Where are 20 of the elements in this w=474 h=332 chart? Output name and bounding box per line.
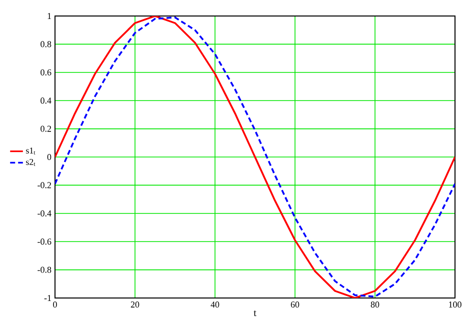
y-tick-label: 0.8 (40, 41, 52, 48)
y-tick-label: 0.2 (40, 126, 51, 132)
y-tick-label: 0 (47, 154, 52, 160)
y-tick-label: -0.8 (38, 266, 52, 273)
x-tick-label: 100 (449, 302, 462, 308)
y-tick-label: -0.2 (38, 182, 51, 188)
x-tick-label: 40 (210, 302, 220, 308)
legend-label: s2$_{t}$ (26, 158, 36, 166)
y-tick-label: -1 (44, 295, 51, 301)
y-tick-label: 0.6 (40, 69, 52, 76)
legend-label: s1$_{t}$ (26, 148, 36, 155)
y-tick-label: -0.6 (38, 238, 52, 245)
x-tick-label: 0 (53, 302, 57, 308)
y-tick-label: -0.4 (38, 210, 52, 216)
x-tick-label: 60 (290, 302, 300, 308)
x-tick-label: 80 (370, 302, 380, 308)
x-axis-title: t (254, 310, 256, 316)
y-tick-label: 0.4 (40, 98, 52, 104)
y-tick-label: 1 (48, 13, 51, 19)
x-tick-label: 20 (130, 302, 140, 308)
